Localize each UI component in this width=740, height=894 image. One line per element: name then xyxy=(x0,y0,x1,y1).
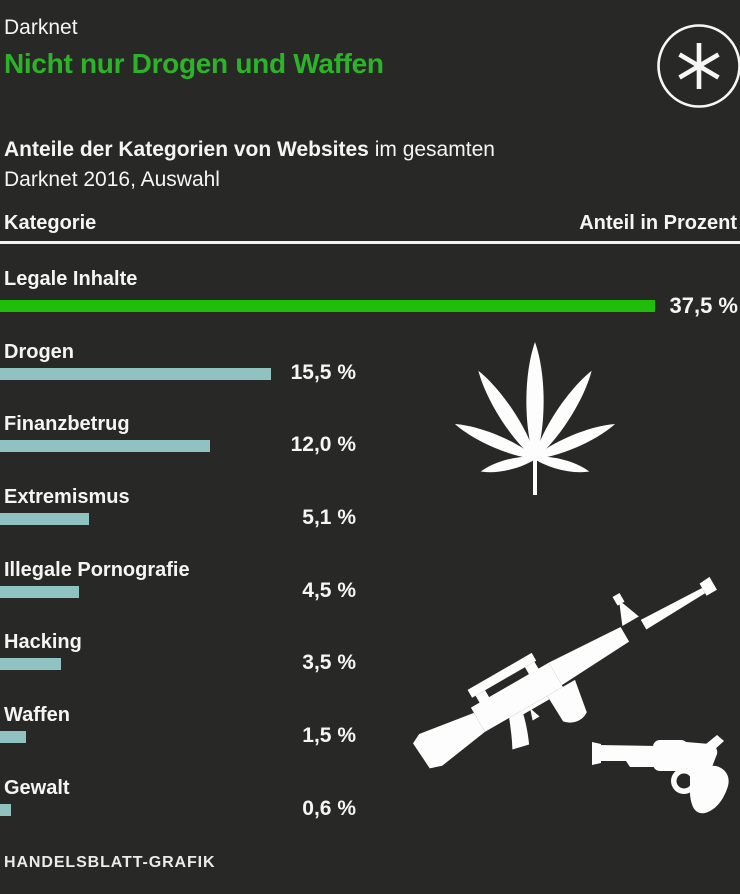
value-label: 4,5 % xyxy=(302,578,356,602)
bar-row-gewalt: Gewalt 0,6 % xyxy=(0,777,740,850)
source-credit: HANDELSBLATT-GRAFIK xyxy=(4,854,216,871)
category-label: Finanzbetrug xyxy=(4,413,130,436)
bar xyxy=(0,731,27,744)
bar xyxy=(0,803,11,816)
kicker: Darknet xyxy=(4,16,78,39)
bar-row-legale-inhalte: Legale Inhalte 37,5 % xyxy=(0,268,740,341)
bar xyxy=(0,300,655,312)
revolver-icon xyxy=(592,735,729,814)
bar xyxy=(0,367,271,380)
category-label: Extremismus xyxy=(4,486,130,509)
category-label: Waffen xyxy=(4,704,70,727)
subtitle-line2: Darknet 2016, Auswahl xyxy=(4,168,220,191)
bar xyxy=(0,440,210,453)
value-label: 1,5 % xyxy=(302,724,356,748)
bar-row-hacking: Hacking 3,5 % xyxy=(0,631,740,704)
page-title: Nicht nur Drogen und Waffen xyxy=(4,48,384,79)
bar xyxy=(0,585,79,598)
subtitle-bold: Anteile der Kategorien von Websites xyxy=(4,138,369,161)
bar-chart: Legale Inhalte 37,5 % Drogen 15,5 % Fina… xyxy=(0,268,740,850)
category-label: Legale Inhalte xyxy=(4,268,138,290)
bar-row-illegale-pornografie: Illegale Pornografie 4,5 % xyxy=(0,559,740,632)
bar xyxy=(0,658,62,671)
bar-row-drogen: Drogen 15,5 % xyxy=(0,341,740,414)
category-label: Hacking xyxy=(4,631,82,654)
chart-subtitle: Anteile der Kategorien von Websites im g… xyxy=(4,135,495,195)
subtitle-rest: im gesamten xyxy=(368,138,495,161)
assault-rifle-icon xyxy=(413,576,717,769)
value-label: 3,5 % xyxy=(302,651,356,675)
bar-row-extremismus: Extremismus 5,1 % xyxy=(0,486,740,559)
value-label: 0,6 % xyxy=(302,796,356,820)
category-label: Gewalt xyxy=(4,776,70,799)
value-label: 15,5 % xyxy=(290,360,356,384)
column-header-share: Anteil in Prozent xyxy=(579,212,737,234)
category-label: Drogen xyxy=(4,340,74,363)
category-label: Illegale Pornografie xyxy=(4,558,190,581)
value-label: 12,0 % xyxy=(290,433,356,457)
bar xyxy=(0,513,90,526)
cannabis-leaf-icon xyxy=(454,342,616,495)
column-header-category: Kategorie xyxy=(4,212,97,234)
header-divider xyxy=(0,241,740,244)
bar-row-finanzbetrug: Finanzbetrug 12,0 % xyxy=(0,413,740,486)
bar-row-waffen: Waffen 1,5 % xyxy=(0,704,740,777)
value-label: 5,1 % xyxy=(302,506,356,530)
value-label: 37,5 % xyxy=(669,293,739,318)
handelsblatt-asterisk-logo-icon xyxy=(657,24,740,108)
